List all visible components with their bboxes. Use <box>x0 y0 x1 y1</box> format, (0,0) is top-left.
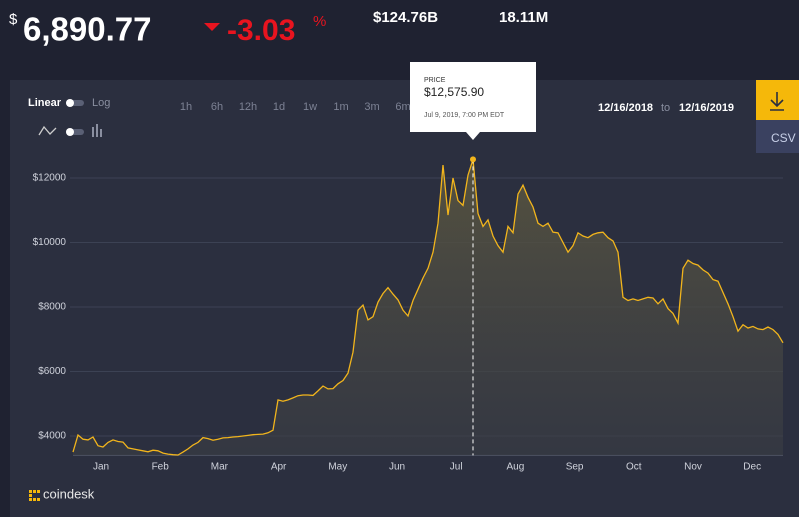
tooltip: PRICE$12,575.90 Jul 9, 2019, 7:00 PM EDT <box>410 62 536 140</box>
price-line <box>72 159 784 456</box>
change-unit: % <box>313 13 326 30</box>
hover-point <box>470 156 476 163</box>
range-button[interactable]: 6m <box>395 101 410 113</box>
x-tick-label: Sep <box>566 462 584 473</box>
x-tick-label: May <box>328 462 347 473</box>
toggle-knob <box>66 99 74 107</box>
y-tick-label: $12000 <box>33 173 67 184</box>
date-separator: to <box>661 102 670 114</box>
tooltip-label: PRICE <box>424 77 446 84</box>
x-tick-label: Feb <box>152 462 170 473</box>
y-tick-label: $10000 <box>33 237 67 248</box>
range-button[interactable]: 1h <box>180 101 192 113</box>
y-tick-label: $4000 <box>38 431 66 442</box>
bar-icon[interactable] <box>92 124 102 137</box>
price-change: -3.03 <box>227 14 295 47</box>
down-arrow <box>204 23 220 31</box>
log-toggle-label[interactable]: Log <box>92 97 110 109</box>
x-tick-label: Jul <box>450 462 463 473</box>
line-icon[interactable] <box>38 125 57 136</box>
logo-text: coindesk <box>43 486 95 501</box>
logo-icon <box>29 490 40 501</box>
y-tick-label: $6000 <box>38 366 66 377</box>
x-tick-label: Apr <box>271 462 287 473</box>
toggle-knob <box>66 128 74 136</box>
tooltip-price: $12,575.90 <box>424 85 484 99</box>
linear-toggle-label[interactable]: Linear <box>28 97 62 109</box>
x-tick-label: Mar <box>211 462 229 473</box>
y-tick-label: $8000 <box>38 302 66 313</box>
x-tick-label: Oct <box>626 462 642 473</box>
currency-symbol: $ <box>9 11 18 28</box>
download-icon <box>770 92 784 111</box>
tooltip-date: Jul 9, 2019, 7:00 PM EDT <box>424 112 505 119</box>
x-tick-label: Aug <box>507 462 525 473</box>
x-tick-label: Dec <box>743 462 761 473</box>
range-button[interactable]: 1w <box>303 101 317 113</box>
date-from[interactable]: 12/16/2018 <box>598 102 653 114</box>
plot: $4000 $6000 $8000 $10000 $12000 Jan Feb Mar Apr M… <box>33 156 784 473</box>
range-button[interactable]: 12h <box>239 101 257 113</box>
x-tick-label: Jun <box>389 462 405 473</box>
tooltip-arrow <box>466 132 480 140</box>
x-tick-label: Nov <box>684 462 702 473</box>
range-buttons: 1h 6h 12h 1d 1w 1m 3m 6m <box>180 101 411 113</box>
market-cap: $124.76B <box>373 9 438 26</box>
range-button[interactable]: 6h <box>211 101 223 113</box>
range-button[interactable]: 3m <box>364 101 379 113</box>
range-button[interactable]: 1m <box>333 101 348 113</box>
tooltip-box <box>410 62 536 132</box>
price: 6,890.77 <box>23 11 151 48</box>
csv-button[interactable] <box>756 120 799 153</box>
area <box>73 159 783 456</box>
volume: 18.11M <box>499 9 548 26</box>
date-to[interactable]: 12/16/2019 <box>679 102 734 114</box>
header-bar <box>0 0 799 80</box>
x-tick-label: Jan <box>93 462 109 473</box>
range-button[interactable]: 1d <box>273 101 285 113</box>
csv-label: CSV <box>771 131 796 145</box>
